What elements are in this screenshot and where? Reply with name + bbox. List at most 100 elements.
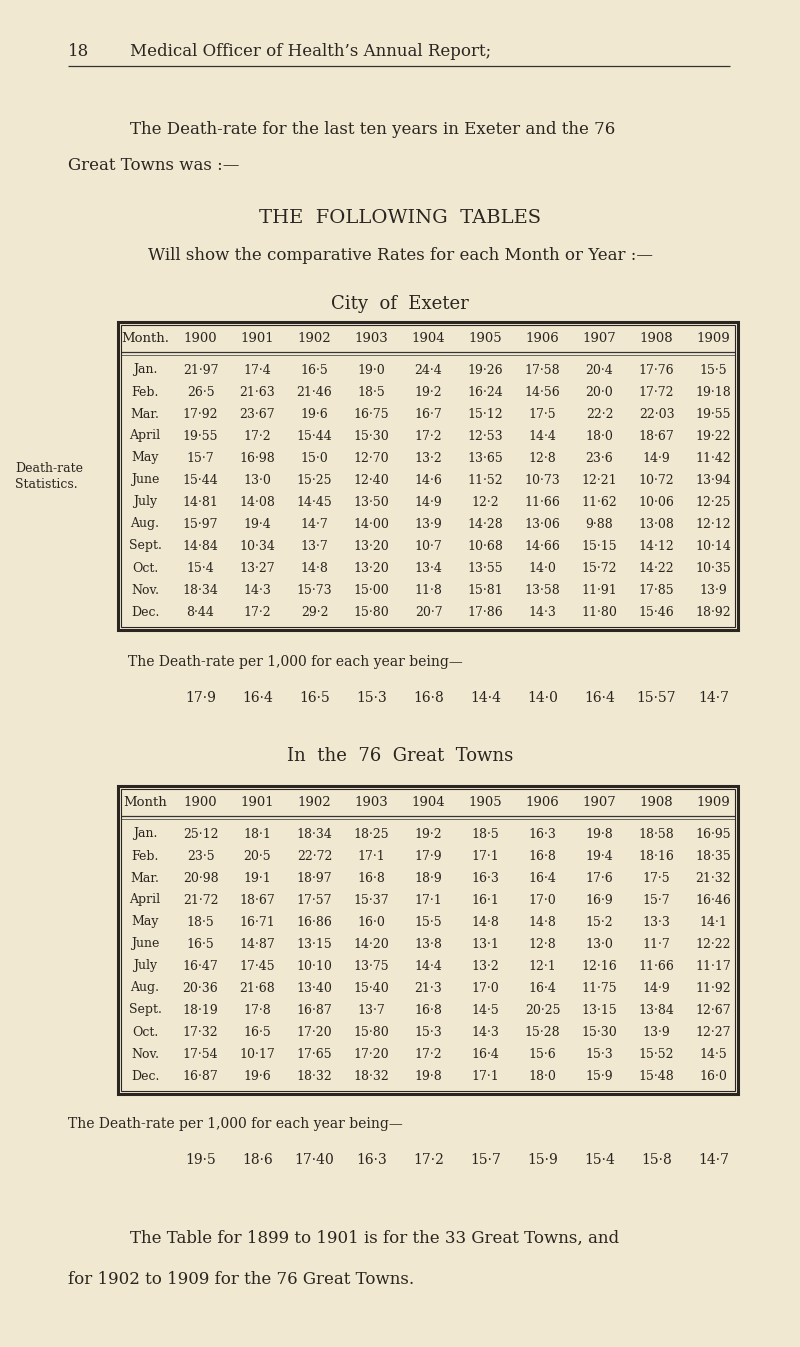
Text: 17·8: 17·8 <box>244 1004 271 1017</box>
Text: 14·3: 14·3 <box>471 1025 499 1039</box>
Text: Sept.: Sept. <box>129 1004 162 1017</box>
Text: 13·50: 13·50 <box>354 496 390 509</box>
Text: 19·6: 19·6 <box>301 408 328 420</box>
Text: Aug.: Aug. <box>130 517 159 531</box>
Text: 1905: 1905 <box>469 333 502 345</box>
Text: 16·0: 16·0 <box>699 1070 727 1083</box>
Text: 22·03: 22·03 <box>638 408 674 420</box>
Text: 21·63: 21·63 <box>240 385 275 399</box>
Text: 16·3: 16·3 <box>529 827 557 841</box>
Text: Month: Month <box>123 796 167 810</box>
Text: 1906: 1906 <box>526 333 559 345</box>
Text: 14·0: 14·0 <box>529 562 557 575</box>
Text: 16·5: 16·5 <box>186 938 214 951</box>
Text: 10·06: 10·06 <box>638 496 674 509</box>
Text: Feb.: Feb. <box>131 385 158 399</box>
Text: 16·9: 16·9 <box>586 893 614 907</box>
Text: 11·52: 11·52 <box>468 474 503 486</box>
Text: 1900: 1900 <box>184 796 218 810</box>
Text: 16·95: 16·95 <box>696 827 731 841</box>
Text: 20·36: 20·36 <box>182 982 218 994</box>
Text: 13·2: 13·2 <box>414 451 442 465</box>
Bar <box>118 322 738 630</box>
Text: 18: 18 <box>68 43 90 61</box>
Text: 14·28: 14·28 <box>468 517 503 531</box>
Text: 13·2: 13·2 <box>472 959 499 973</box>
Text: Oct.: Oct. <box>132 1025 158 1039</box>
Text: 1900: 1900 <box>184 333 218 345</box>
Text: 15·52: 15·52 <box>638 1048 674 1060</box>
Text: 18·92: 18·92 <box>696 606 731 618</box>
Text: 16·87: 16·87 <box>297 1004 332 1017</box>
Text: Month.: Month. <box>121 333 169 345</box>
Text: 11·62: 11·62 <box>582 496 618 509</box>
Text: Jan.: Jan. <box>133 827 157 841</box>
Text: 1907: 1907 <box>582 796 616 810</box>
Text: 15·81: 15·81 <box>468 583 503 597</box>
Text: 15·12: 15·12 <box>468 408 503 420</box>
Text: 13·4: 13·4 <box>414 562 442 575</box>
Text: 12·70: 12·70 <box>354 451 390 465</box>
Text: 18·32: 18·32 <box>297 1070 332 1083</box>
Text: 11·17: 11·17 <box>696 959 731 973</box>
Text: 13·15: 13·15 <box>297 938 332 951</box>
Text: 11·8: 11·8 <box>414 583 442 597</box>
Text: 18·58: 18·58 <box>638 827 674 841</box>
Text: 15·30: 15·30 <box>354 430 390 443</box>
Text: 15·80: 15·80 <box>354 1025 390 1039</box>
Text: 21·46: 21·46 <box>297 385 332 399</box>
Text: 13·15: 13·15 <box>582 1004 618 1017</box>
Text: 14·8: 14·8 <box>471 916 499 928</box>
Text: Feb.: Feb. <box>131 850 158 862</box>
Text: 15·37: 15·37 <box>354 893 390 907</box>
Text: 17·45: 17·45 <box>240 959 275 973</box>
Text: 13·9: 13·9 <box>642 1025 670 1039</box>
Text: 20·25: 20·25 <box>525 1004 560 1017</box>
Text: 14·8: 14·8 <box>301 562 329 575</box>
Text: THE  FOLLOWING  TABLES: THE FOLLOWING TABLES <box>259 209 541 228</box>
Text: 17·20: 17·20 <box>297 1025 332 1039</box>
Text: 19·4: 19·4 <box>244 517 271 531</box>
Text: 16·87: 16·87 <box>182 1070 218 1083</box>
Text: 18·0: 18·0 <box>586 430 614 443</box>
Text: 15·73: 15·73 <box>297 583 332 597</box>
Text: 18·97: 18·97 <box>297 872 332 885</box>
Text: 18·25: 18·25 <box>354 827 390 841</box>
Text: 14·7: 14·7 <box>698 1153 729 1167</box>
Text: The Death-rate per 1,000 for each year being—: The Death-rate per 1,000 for each year b… <box>128 655 462 669</box>
Text: 12·8: 12·8 <box>529 451 556 465</box>
Text: 12·1: 12·1 <box>529 959 556 973</box>
Text: 15·6: 15·6 <box>529 1048 556 1060</box>
Text: 19·0: 19·0 <box>358 364 386 377</box>
Text: 17·85: 17·85 <box>638 583 674 597</box>
Text: 15·15: 15·15 <box>582 540 618 552</box>
Text: 18·6: 18·6 <box>242 1153 273 1167</box>
Text: 13·3: 13·3 <box>642 916 670 928</box>
Text: 17·5: 17·5 <box>529 408 556 420</box>
Text: 16·5: 16·5 <box>301 364 328 377</box>
Text: Will show the comparative Rates for each Month or Year :—: Will show the comparative Rates for each… <box>147 248 653 264</box>
Text: Mar.: Mar. <box>130 872 159 885</box>
Text: 17·58: 17·58 <box>525 364 560 377</box>
Text: 1906: 1906 <box>526 796 559 810</box>
Text: 17·57: 17·57 <box>297 893 332 907</box>
Text: 14·6: 14·6 <box>414 474 442 486</box>
Text: 14·9: 14·9 <box>414 496 442 509</box>
Text: 14·4: 14·4 <box>470 691 501 704</box>
Text: 15·97: 15·97 <box>182 517 218 531</box>
Text: 16·46: 16·46 <box>695 893 731 907</box>
Text: 17·0: 17·0 <box>472 982 499 994</box>
Text: 16·98: 16·98 <box>240 451 275 465</box>
Text: 16·75: 16·75 <box>354 408 390 420</box>
Text: 12·27: 12·27 <box>696 1025 731 1039</box>
Text: Aug.: Aug. <box>130 982 159 994</box>
Text: 13·27: 13·27 <box>240 562 275 575</box>
Text: 11·66: 11·66 <box>638 959 674 973</box>
Text: July: July <box>133 959 157 973</box>
Text: 14·0: 14·0 <box>527 691 558 704</box>
Text: 19·2: 19·2 <box>414 827 442 841</box>
Text: 15·0: 15·0 <box>301 451 328 465</box>
Text: 23·67: 23·67 <box>240 408 275 420</box>
Text: 17·0: 17·0 <box>529 893 556 907</box>
Text: 19·2: 19·2 <box>414 385 442 399</box>
